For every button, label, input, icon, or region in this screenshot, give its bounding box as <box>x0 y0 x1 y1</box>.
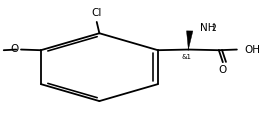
Text: NH: NH <box>200 23 215 33</box>
Text: OH: OH <box>244 45 260 55</box>
Text: &1: &1 <box>181 54 191 60</box>
Text: Cl: Cl <box>91 8 102 18</box>
Text: O: O <box>219 65 227 75</box>
Text: O: O <box>11 44 19 54</box>
Polygon shape <box>187 31 193 50</box>
Text: 2: 2 <box>212 24 217 33</box>
